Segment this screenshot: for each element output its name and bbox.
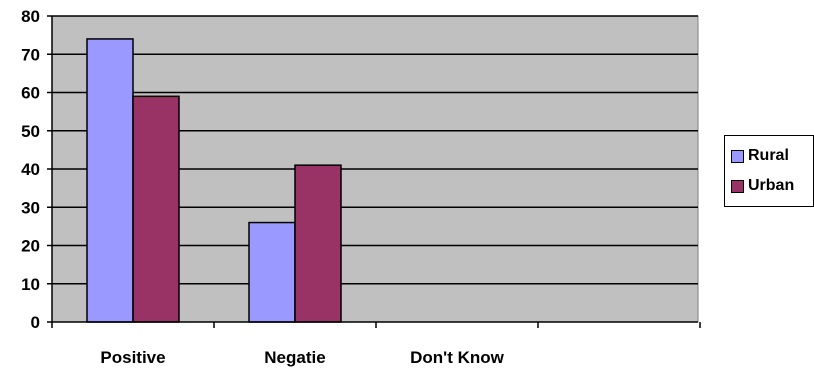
- legend-label-rural: Rural: [748, 147, 789, 164]
- bar-rural-1: [248, 221, 296, 323]
- y-tick-label: 40: [21, 160, 40, 179]
- y-tick-labels: 0 10 20 30 40 50 60 70 80: [21, 7, 40, 332]
- bars: [86, 38, 342, 323]
- bar-urban-1: [294, 164, 342, 323]
- legend: Rural Urban: [724, 135, 814, 207]
- legend-item-urban: Urban: [731, 176, 794, 196]
- legend-swatch-rural: [731, 149, 744, 163]
- y-tick-label: 60: [21, 84, 40, 103]
- x-tick-label: Negatie: [264, 348, 325, 367]
- x-tick-label: Positive: [100, 348, 165, 367]
- y-tick-label: 80: [21, 7, 40, 26]
- x-tick-labels: Positive Negatie Don't Know: [100, 348, 504, 367]
- axes: [47, 15, 701, 328]
- legend-item-rural: Rural: [731, 146, 789, 166]
- bar-rural-0: [86, 38, 134, 323]
- legend-label-urban: Urban: [748, 177, 795, 194]
- y-tick-label: 0: [31, 313, 40, 332]
- legend-swatch-urban: [731, 179, 744, 193]
- x-tick-label: Don't Know: [410, 348, 505, 367]
- y-tick-label: 10: [21, 275, 40, 294]
- y-tick-label: 30: [21, 198, 40, 217]
- bar-urban-0: [132, 95, 180, 323]
- y-tick-label: 50: [21, 122, 40, 141]
- y-tick-label: 20: [21, 237, 40, 256]
- y-tick-label: 70: [21, 45, 40, 64]
